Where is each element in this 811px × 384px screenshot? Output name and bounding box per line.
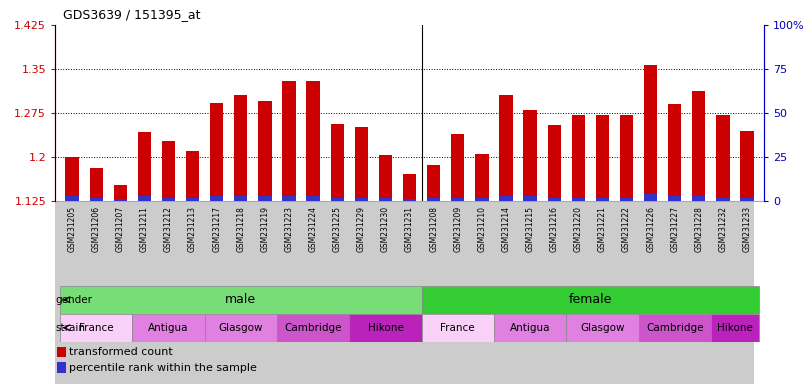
Bar	[138, 196, 151, 201]
Bar	[60, 286, 422, 314]
Bar	[422, 286, 759, 314]
Bar	[282, 196, 296, 201]
Bar	[162, 141, 175, 201]
Bar	[379, 198, 392, 201]
Text: male: male	[225, 293, 256, 306]
Bar	[494, 314, 566, 342]
Bar	[89, 168, 103, 201]
Bar	[210, 196, 223, 201]
Text: strain: strain	[56, 323, 86, 333]
Bar	[716, 198, 730, 201]
Bar	[114, 199, 127, 201]
Bar	[282, 81, 296, 201]
Bar	[57, 347, 66, 357]
Bar	[57, 362, 66, 373]
Bar	[596, 115, 609, 201]
Bar	[547, 198, 561, 201]
Bar	[379, 155, 392, 201]
Bar	[693, 91, 706, 201]
Bar	[307, 81, 320, 201]
Bar	[427, 198, 440, 201]
Bar	[740, 131, 753, 201]
Bar	[210, 103, 223, 201]
Bar	[234, 196, 247, 201]
Bar	[475, 154, 488, 201]
Bar	[475, 198, 488, 201]
Text: female: female	[569, 293, 612, 306]
Text: GDS3639 / 151395_at: GDS3639 / 151395_at	[63, 8, 201, 21]
Bar	[523, 196, 537, 201]
Bar	[596, 198, 609, 201]
Bar	[354, 127, 368, 201]
Bar	[89, 198, 103, 201]
Text: Antigua: Antigua	[148, 323, 189, 333]
Bar	[620, 198, 633, 201]
Bar	[422, 314, 494, 342]
Bar	[427, 166, 440, 201]
Bar	[693, 196, 706, 201]
Text: Cambridge: Cambridge	[646, 323, 703, 333]
Bar	[277, 314, 350, 342]
Bar	[572, 198, 585, 201]
Bar	[572, 115, 585, 201]
Text: Hikone: Hikone	[717, 323, 753, 333]
Bar	[638, 314, 711, 342]
Bar	[258, 101, 272, 201]
Bar	[66, 157, 79, 201]
Bar	[138, 132, 151, 201]
Text: Antigua: Antigua	[510, 323, 551, 333]
Bar	[114, 185, 127, 201]
Bar	[307, 196, 320, 201]
Bar	[204, 314, 277, 342]
Bar	[186, 198, 200, 201]
Text: Hikone: Hikone	[367, 323, 403, 333]
Bar	[500, 196, 513, 201]
Bar	[331, 198, 344, 201]
Text: Glasgow: Glasgow	[580, 323, 624, 333]
Bar	[403, 199, 416, 201]
Bar	[716, 115, 730, 201]
Text: percentile rank within the sample: percentile rank within the sample	[69, 362, 257, 373]
Bar	[331, 124, 344, 201]
Bar	[234, 95, 247, 201]
Bar	[354, 198, 368, 201]
Bar	[162, 198, 175, 201]
Bar	[500, 95, 513, 201]
Bar	[350, 314, 422, 342]
Bar	[60, 314, 132, 342]
Bar	[523, 110, 537, 201]
Bar	[620, 115, 633, 201]
Bar	[566, 314, 638, 342]
Bar	[711, 314, 759, 342]
Bar	[258, 196, 272, 201]
Bar	[403, 174, 416, 201]
Text: transformed count: transformed count	[69, 347, 173, 357]
Bar	[547, 125, 561, 201]
Bar	[451, 134, 465, 201]
Bar	[668, 196, 681, 201]
Bar	[66, 196, 79, 201]
Text: France: France	[79, 323, 114, 333]
Text: Cambridge: Cambridge	[285, 323, 342, 333]
Bar	[740, 198, 753, 201]
Bar	[668, 104, 681, 201]
Text: gender: gender	[56, 295, 92, 305]
Bar	[644, 65, 657, 201]
Text: France: France	[440, 323, 475, 333]
Text: Glasgow: Glasgow	[218, 323, 263, 333]
Bar	[451, 198, 465, 201]
Bar	[644, 194, 657, 201]
Bar	[186, 151, 200, 201]
Bar	[132, 314, 204, 342]
